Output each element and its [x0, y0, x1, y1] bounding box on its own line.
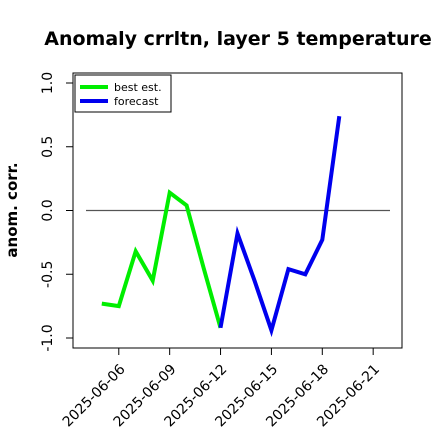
series-line-forecast [218, 115, 342, 338]
y-tick-label: 0.5 [40, 136, 56, 158]
series-line-best-est [101, 189, 223, 329]
y-tick-label: 1.0 [40, 72, 56, 94]
legend-box [74, 74, 172, 113]
chart-title: Anomaly crrltn, layer 5 temperature [44, 28, 432, 50]
legend-label-best-est: best est. [114, 81, 162, 94]
y-tick-label: -1.0 [40, 324, 56, 351]
legend: best est. forecast [74, 74, 172, 113]
legend-label-forecast: forecast [114, 95, 159, 108]
y-axis-label: anom. corr. [3, 162, 21, 257]
y-tick-label: -0.5 [40, 261, 56, 288]
y-tick-label: 0.0 [40, 199, 56, 221]
